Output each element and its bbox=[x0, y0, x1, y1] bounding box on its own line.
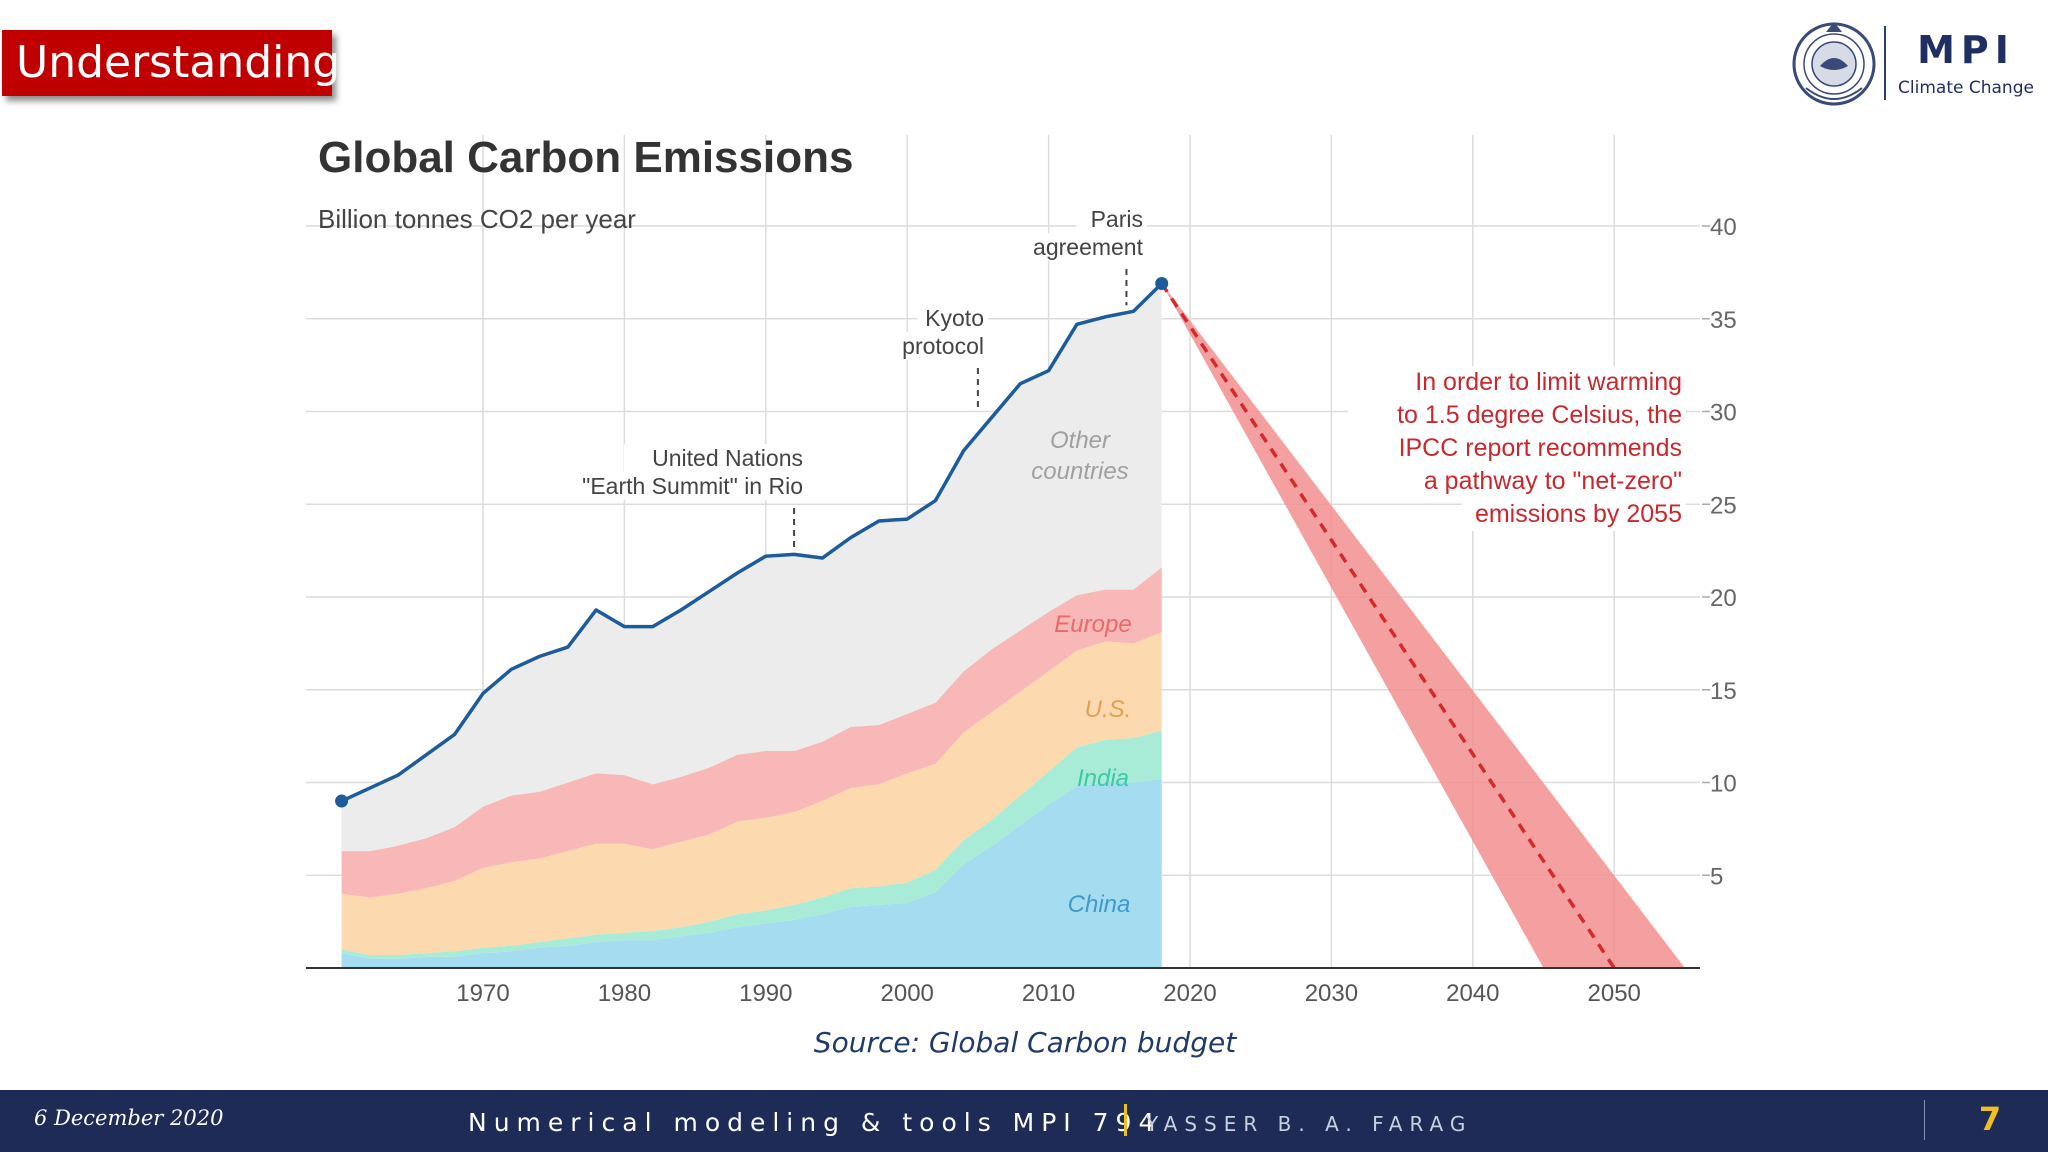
area-u-s- bbox=[341, 632, 1162, 956]
chart-labels: Global Carbon Emissions Billion tonnes CO… bbox=[318, 133, 1686, 918]
footer-date: 6 December 2020 bbox=[34, 1106, 224, 1130]
y-tick-label: 30 bbox=[1710, 400, 1737, 427]
callout-text: In order to limit warming bbox=[1415, 368, 1682, 396]
footer-author: YASSER B. A. FARAG bbox=[1146, 1112, 1473, 1136]
annotation-text: Kyoto bbox=[925, 305, 984, 331]
callout-text: emissions by 2055 bbox=[1475, 500, 1682, 528]
logo-divider bbox=[1884, 26, 1886, 100]
x-tick-label: 2050 bbox=[1588, 980, 1641, 1007]
annotation-text: protocol bbox=[902, 333, 984, 359]
annotation-bg bbox=[880, 332, 988, 360]
footer-separator bbox=[1124, 1104, 1127, 1136]
annotation-text: Paris bbox=[1091, 206, 1143, 232]
y-tick-label: 10 bbox=[1710, 771, 1737, 798]
projection-band bbox=[1161, 283, 1685, 968]
mpi-logo: MPI Climate Change bbox=[1780, 12, 2040, 112]
area-other-countries bbox=[341, 283, 1162, 852]
series-label: countries bbox=[1031, 458, 1128, 485]
page-number: 7 bbox=[1978, 1100, 2002, 1138]
series-label: U.S. bbox=[1085, 696, 1132, 723]
start-point bbox=[335, 794, 349, 808]
logo-subtitle: Climate Change bbox=[1898, 78, 2034, 98]
section-badge: Understanding bbox=[2, 30, 340, 96]
callout-bg bbox=[1385, 465, 1686, 498]
x-tick-label: 1970 bbox=[456, 980, 509, 1007]
annotation-bg bbox=[624, 444, 807, 472]
annotation-bg bbox=[536, 472, 807, 500]
annotation-bg bbox=[1076, 205, 1147, 233]
y-tick-label: 15 bbox=[1710, 678, 1737, 705]
annotation-bg bbox=[1026, 233, 1147, 261]
y-tick-label: 20 bbox=[1710, 585, 1737, 612]
y-tick-label: 35 bbox=[1710, 307, 1737, 334]
annotation-text: agreement bbox=[1033, 234, 1144, 260]
footer-bar: 6 December 2020 Numerical modeling & too… bbox=[0, 1090, 2048, 1152]
footer-divider bbox=[1924, 1100, 1925, 1140]
callout-bg bbox=[1347, 399, 1686, 432]
chart-areas bbox=[335, 282, 1163, 968]
callout-text: IPCC report recommends bbox=[1399, 434, 1682, 462]
x-tick-label: 2040 bbox=[1446, 980, 1499, 1007]
chart-projection bbox=[1155, 277, 1685, 969]
footer-course: Numerical modeling & tools MPI 794 bbox=[468, 1108, 1162, 1137]
x-tick-label: 2030 bbox=[1305, 980, 1358, 1007]
end-point bbox=[1155, 277, 1169, 291]
x-tick-label: 2010 bbox=[1022, 980, 1075, 1007]
callout-bg bbox=[1360, 366, 1686, 399]
x-tick-label: 2020 bbox=[1163, 980, 1216, 1007]
y-tick-label: 25 bbox=[1710, 492, 1737, 519]
callout-text: to 1.5 degree Celsius, the bbox=[1397, 401, 1682, 429]
chart-axis: 1970 1980 1990 2000 2010 2020 2030 2040 20505101… bbox=[306, 214, 1737, 1007]
y-tick-label: 40 bbox=[1710, 214, 1737, 241]
callout-text: a pathway to "net-zero" bbox=[1424, 467, 1682, 495]
area-china bbox=[341, 778, 1162, 968]
series-label: China bbox=[1068, 891, 1131, 918]
annotation-text: United Nations bbox=[652, 445, 803, 471]
x-tick-label: 1990 bbox=[739, 980, 792, 1007]
x-tick-label: 1980 bbox=[598, 980, 651, 1007]
area-india bbox=[341, 730, 1162, 959]
y-tick-label: 5 bbox=[1710, 863, 1723, 890]
total-emissions-line bbox=[340, 282, 1163, 803]
series-label: Europe bbox=[1054, 611, 1131, 638]
annotation-bg bbox=[917, 304, 988, 332]
chart-title: Global Carbon Emissions bbox=[318, 133, 853, 182]
y-axis-label: Billion tonnes CO2 per year bbox=[318, 204, 636, 234]
x-tick-label: 2000 bbox=[881, 980, 934, 1007]
area-europe bbox=[341, 567, 1162, 898]
callout-bg bbox=[1398, 432, 1686, 465]
source-caption: Source: Global Carbon budget bbox=[813, 1026, 1237, 1059]
annotation-text: "Earth Summit" in Rio bbox=[582, 473, 803, 499]
series-label: Other bbox=[1050, 427, 1111, 454]
institution-seal-icon bbox=[1792, 22, 1876, 106]
series-label: India bbox=[1077, 765, 1129, 792]
logo-name: MPI bbox=[1917, 28, 2015, 72]
callout-bg bbox=[1462, 498, 1686, 531]
